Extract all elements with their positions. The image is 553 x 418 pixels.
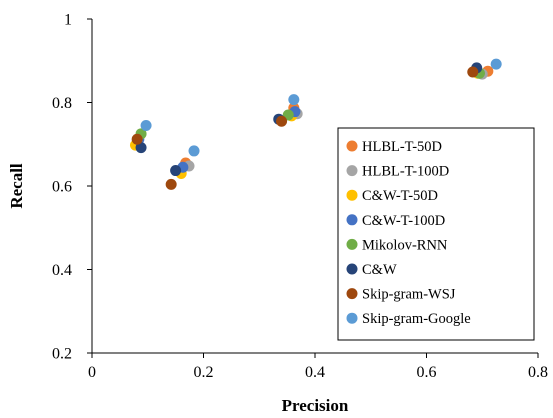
y-axis-title: Recall <box>7 163 26 209</box>
legend-marker <box>346 263 358 275</box>
legend-marker <box>346 312 358 324</box>
data-point-skip-gram-wsj <box>467 66 479 78</box>
legend-marker <box>346 189 358 201</box>
y-tick-label: 0.8 <box>52 95 72 112</box>
data-point-skip-gram-wsj <box>165 178 177 190</box>
legend-label: C&W-T-100D <box>362 213 445 229</box>
legend-label: C&W <box>362 262 397 278</box>
data-point-skip-gram-wsj <box>131 133 143 145</box>
data-point-skip-gram-google <box>288 94 300 106</box>
x-tick-label: 0 <box>88 364 96 381</box>
legend-box <box>337 127 535 341</box>
legend-marker <box>346 214 358 226</box>
data-points <box>129 58 502 190</box>
legend: HLBL-T-50D HLBL-T-100D C&W-T-50D C&W-T-100D… <box>337 127 535 341</box>
legend-label: C&W-T-50D <box>362 188 438 204</box>
legend-label: HLBL-T-100D <box>362 164 449 180</box>
y-tick-label: 1 <box>64 12 72 29</box>
y-tick-label: 0.4 <box>52 262 72 279</box>
x-tick-label: 0.2 <box>194 364 214 381</box>
x-tick-label: 0.4 <box>305 364 325 381</box>
legend-label: Skip-gram-WSJ <box>362 287 456 303</box>
axes <box>87 18 539 358</box>
x-axis-title: Precision <box>282 396 349 415</box>
data-point-c-w <box>135 142 147 154</box>
x-tick-label: 0.6 <box>417 364 437 381</box>
y-tick-label: 0.6 <box>52 179 72 196</box>
x-tick-label: 0.8 <box>528 364 548 381</box>
legend-marker <box>346 288 358 300</box>
legend-marker <box>346 238 358 250</box>
data-point-skip-gram-google <box>188 145 200 157</box>
data-point-c-w <box>170 165 182 177</box>
legend-marker <box>346 165 358 177</box>
data-point-skip-gram-google <box>490 58 502 70</box>
y-tick-label: 0.2 <box>52 346 72 363</box>
data-point-skip-gram-google <box>140 119 152 131</box>
legend-marker <box>346 140 358 152</box>
data-point-skip-gram-wsj <box>276 115 288 127</box>
legend-label: Skip-gram-Google <box>362 311 471 327</box>
legend-label: HLBL-T-50D <box>362 139 442 155</box>
legend-label: Mikolov-RNN <box>362 237 448 253</box>
tick-labels: 0 0.2 0.4 0.6 0.8 0.2 0.4 0.6 0.8 1 <box>52 12 548 382</box>
